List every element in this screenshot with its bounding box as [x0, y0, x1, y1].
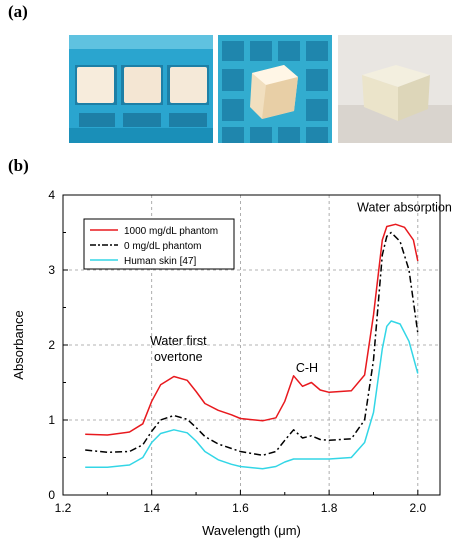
- panel-label-a: (a): [8, 2, 28, 21]
- x-axis-label: Wavelength (μm): [202, 523, 301, 538]
- series-layer: [85, 223, 419, 470]
- series-line-1: [85, 223, 419, 436]
- photo-3-illustration: [338, 35, 452, 143]
- annotation-label: Water first: [150, 334, 207, 348]
- y-axis-label: Absorbance: [11, 310, 26, 379]
- annotation-layer: Water absorption Water first overtone C-H: [150, 201, 452, 376]
- annotation-label: Water absorption: [357, 201, 452, 215]
- photo-phantom-cubes-in-tray: [69, 35, 213, 143]
- legend-label-1: 1000 mg/dL phantom: [124, 226, 218, 237]
- annotation-label: C-H: [296, 361, 318, 375]
- y-tick-label: 3: [48, 263, 55, 277]
- legend: 1000 mg/dL phantom 0 mg/dL phantom Human s…: [83, 218, 235, 270]
- y-tick-label: 0: [48, 488, 55, 502]
- x-tick-label: 1.4: [143, 501, 160, 515]
- x-tick-label: 2.0: [409, 501, 426, 515]
- y-tick-label: 1: [48, 413, 55, 427]
- series-line-2: [85, 231, 419, 457]
- annotation-label: overtone: [154, 350, 203, 364]
- series-line-3: [85, 320, 419, 470]
- y-tick-label: 4: [48, 188, 55, 202]
- x-tick-label: 1.8: [321, 501, 338, 515]
- photo-1-illustration: [69, 35, 213, 143]
- tick-layer: 1.2 1.4 1.6 1.8 2.0 0 1 2 3 4: [48, 188, 426, 515]
- legend-label-3: Human skin [47]: [124, 256, 196, 267]
- photo-single-phantom-cube: [218, 35, 332, 143]
- grid-layer: [63, 195, 440, 495]
- photo-phantom-cube-on-surface: [338, 35, 452, 143]
- x-tick-label: 1.2: [55, 501, 72, 515]
- x-tick-label: 1.6: [232, 501, 249, 515]
- absorbance-chart: 1.2 1.4 1.6 1.8 2.0 0 1 2 3 4 Absorbance Waveleng…: [11, 188, 452, 538]
- y-tick-label: 2: [48, 338, 55, 352]
- legend-label-2: 0 mg/dL phantom: [124, 241, 201, 252]
- panel-label-b: (b): [8, 156, 29, 175]
- photo-2-illustration: [218, 35, 332, 143]
